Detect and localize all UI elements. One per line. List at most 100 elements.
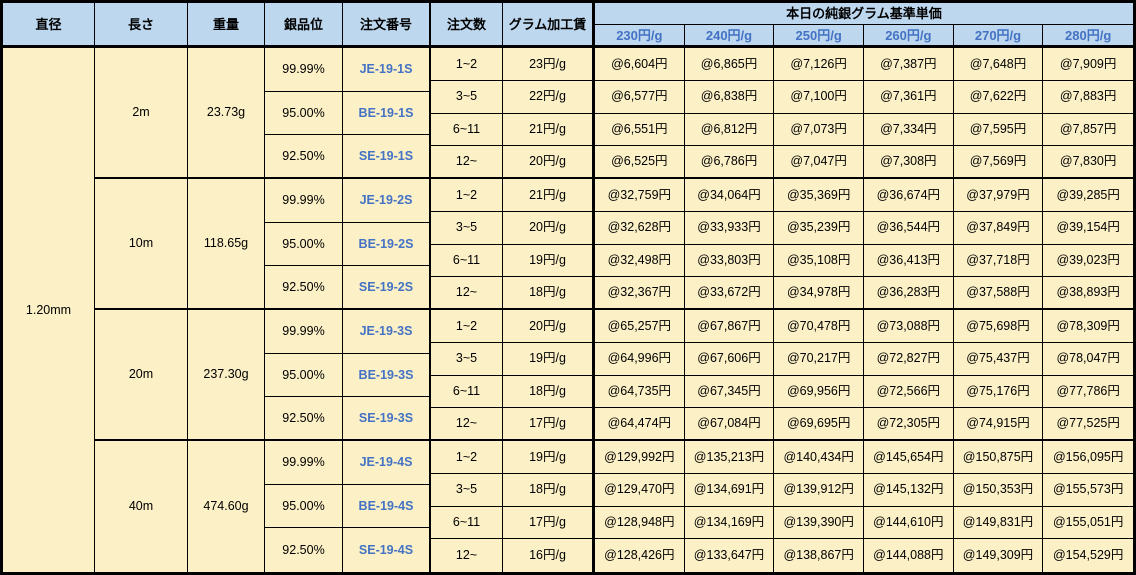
cell-price: @72,305円: [863, 408, 954, 441]
cell-price: @134,169円: [684, 506, 775, 540]
cell-price: @6,838円: [684, 80, 775, 114]
cell-length: 10m: [95, 179, 188, 310]
cell-price: @7,073円: [774, 113, 864, 147]
cell-price: @7,857円: [1043, 113, 1133, 147]
cell-order-no: JE-19-1S: [343, 48, 431, 92]
cell-fee: 20円/g: [503, 310, 595, 343]
cell-price: @64,735円: [595, 375, 685, 409]
cell-fee: 18円/g: [503, 277, 595, 310]
col-header-fee: グラム加工賃: [503, 3, 595, 48]
col-header-weight: 重量: [188, 3, 265, 48]
cell-purity: 99.99%: [265, 310, 343, 354]
cell-weight: 474.60g: [188, 441, 265, 572]
cell-order-no: SE-19-2S: [343, 266, 431, 310]
cell-qty: 3~5: [431, 211, 503, 245]
cell-price: @70,217円: [774, 342, 864, 376]
cell-qty: 6~11: [431, 244, 503, 278]
cell-order-no: BE-19-3S: [343, 353, 431, 398]
cell-price: @135,213円: [684, 441, 775, 474]
cell-fee: 18円/g: [503, 375, 595, 409]
cell-price: @37,979円: [953, 179, 1044, 212]
cell-fee: 19円/g: [503, 441, 595, 474]
col-header-price-240: 240円/g: [684, 25, 775, 48]
cell-price: @77,786円: [1043, 375, 1133, 409]
cell-price: @138,867円: [774, 539, 864, 572]
cell-price: @133,647円: [684, 539, 775, 572]
cell-weight: 23.73g: [188, 48, 265, 179]
cell-price: @144,088円: [863, 539, 954, 572]
cell-weight: 237.30g: [188, 310, 265, 441]
cell-price: @36,283円: [863, 277, 954, 310]
cell-purity: 95.00%: [265, 91, 343, 136]
cell-fee: 22円/g: [503, 80, 595, 114]
price-group-header: 本日の純銀グラム基準単価: [595, 3, 1133, 25]
cell-qty: 12~: [431, 146, 503, 179]
cell-qty: 6~11: [431, 113, 503, 147]
cell-price: @144,610円: [863, 506, 954, 540]
cell-price: @77,525円: [1043, 408, 1133, 441]
cell-price: @35,369円: [774, 179, 864, 212]
cell-price: @7,569円: [953, 146, 1044, 179]
cell-qty: 1~2: [431, 441, 503, 474]
cell-price: @6,812円: [684, 113, 775, 147]
cell-length: 20m: [95, 310, 188, 441]
cell-order-no: JE-19-4S: [343, 441, 431, 485]
cell-price: @7,334円: [863, 113, 954, 147]
cell-price: @75,698円: [953, 310, 1044, 343]
cell-fee: 21円/g: [503, 179, 595, 212]
cell-price: @65,257円: [595, 310, 685, 343]
cell-qty: 12~: [431, 277, 503, 310]
cell-purity: 99.99%: [265, 48, 343, 92]
cell-fee: 20円/g: [503, 211, 595, 245]
cell-price: @37,718円: [953, 244, 1044, 278]
cell-price: @36,413円: [863, 244, 954, 278]
col-header-price-260: 260円/g: [863, 25, 954, 48]
cell-qty: 1~2: [431, 48, 503, 81]
cell-fee: 19円/g: [503, 342, 595, 376]
cell-price: @155,051円: [1043, 506, 1133, 540]
cell-price: @6,786円: [684, 146, 775, 179]
cell-price: @7,100円: [774, 80, 864, 114]
cell-price: @35,108円: [774, 244, 864, 278]
cell-price: @67,084円: [684, 408, 775, 441]
cell-price: @64,474円: [595, 408, 685, 441]
cell-length: 2m: [95, 48, 188, 179]
cell-price: @37,849円: [953, 211, 1044, 245]
cell-price: @72,827円: [863, 342, 954, 376]
cell-order-no: JE-19-3S: [343, 310, 431, 354]
cell-price: @38,893円: [1043, 277, 1133, 310]
col-header-price-280: 280円/g: [1043, 25, 1133, 48]
cell-price: @7,387円: [863, 48, 954, 81]
col-header-diameter: 直径: [3, 3, 95, 48]
cell-purity: 95.00%: [265, 484, 343, 529]
cell-qty: 6~11: [431, 375, 503, 409]
cell-price: @33,933円: [684, 211, 775, 245]
cell-price: @39,285円: [1043, 179, 1133, 212]
cell-price: @39,154円: [1043, 211, 1133, 245]
cell-price: @140,434円: [774, 441, 864, 474]
cell-price: @129,992円: [595, 441, 685, 474]
col-header-order-no: 注文番号: [343, 3, 431, 48]
cell-price: @78,047円: [1043, 342, 1133, 376]
cell-purity: 92.50%: [265, 135, 343, 179]
cell-price: @75,176円: [953, 375, 1044, 409]
cell-price: @33,803円: [684, 244, 775, 278]
cell-price: @7,126円: [774, 48, 864, 81]
cell-price: @64,996円: [595, 342, 685, 376]
cell-purity: 92.50%: [265, 528, 343, 572]
cell-purity: 99.99%: [265, 441, 343, 485]
cell-price: @129,470円: [595, 473, 685, 507]
cell-price: @7,883円: [1043, 80, 1133, 114]
cell-price: @78,309円: [1043, 310, 1133, 343]
cell-purity: 99.99%: [265, 179, 343, 223]
cell-price: @35,239円: [774, 211, 864, 245]
cell-fee: 17円/g: [503, 506, 595, 540]
cell-price: @32,498円: [595, 244, 685, 278]
col-header-length: 長さ: [95, 3, 188, 48]
cell-qty: 3~5: [431, 473, 503, 507]
cell-price: @67,867円: [684, 310, 775, 343]
col-header-price-250: 250円/g: [774, 25, 864, 48]
cell-qty: 6~11: [431, 506, 503, 540]
cell-price: @149,831円: [953, 506, 1044, 540]
